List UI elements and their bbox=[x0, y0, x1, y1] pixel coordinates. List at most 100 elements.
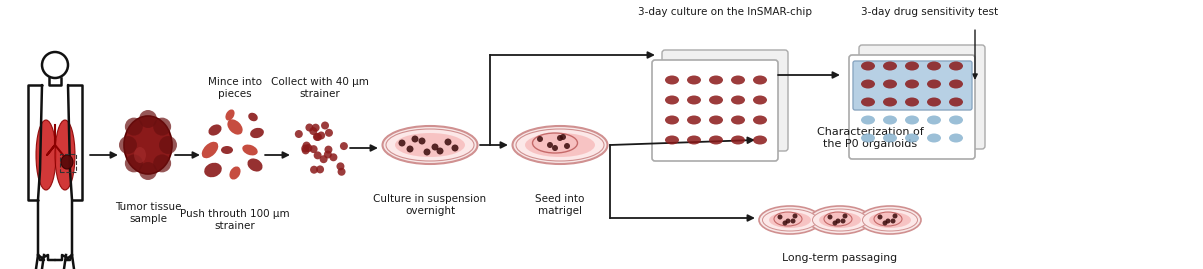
Ellipse shape bbox=[859, 206, 921, 234]
Ellipse shape bbox=[759, 206, 820, 234]
Text: 3-day drug sensitivity test: 3-day drug sensitivity test bbox=[861, 7, 998, 17]
Ellipse shape bbox=[525, 133, 595, 157]
Circle shape bbox=[423, 148, 431, 155]
Circle shape bbox=[432, 143, 439, 150]
FancyBboxPatch shape bbox=[652, 60, 778, 161]
Ellipse shape bbox=[861, 115, 875, 125]
Circle shape bbox=[310, 166, 318, 174]
Circle shape bbox=[119, 136, 137, 154]
Ellipse shape bbox=[861, 62, 875, 70]
Circle shape bbox=[537, 136, 543, 142]
Text: Seed into
matrigel: Seed into matrigel bbox=[535, 194, 585, 216]
Circle shape bbox=[885, 218, 890, 224]
Circle shape bbox=[437, 147, 444, 154]
Circle shape bbox=[411, 136, 419, 143]
Circle shape bbox=[561, 134, 565, 140]
Ellipse shape bbox=[225, 109, 235, 121]
Ellipse shape bbox=[949, 62, 962, 70]
Ellipse shape bbox=[709, 95, 723, 104]
Text: 3-day culture on the InSMAR-chip: 3-day culture on the InSMAR-chip bbox=[638, 7, 812, 17]
Ellipse shape bbox=[774, 212, 802, 226]
Circle shape bbox=[552, 145, 558, 151]
Ellipse shape bbox=[861, 80, 875, 89]
Circle shape bbox=[153, 118, 171, 136]
Text: Culture in suspension
overnight: Culture in suspension overnight bbox=[373, 194, 486, 216]
Ellipse shape bbox=[533, 133, 577, 153]
Circle shape bbox=[547, 142, 553, 148]
Ellipse shape bbox=[883, 115, 897, 125]
Ellipse shape bbox=[731, 95, 745, 104]
Text: Collect with 40 μm
strainer: Collect with 40 μm strainer bbox=[271, 77, 369, 99]
Ellipse shape bbox=[949, 80, 962, 89]
Ellipse shape bbox=[861, 97, 875, 107]
FancyBboxPatch shape bbox=[662, 50, 788, 151]
Circle shape bbox=[782, 221, 788, 225]
Text: Tumor tissue
sample: Tumor tissue sample bbox=[114, 202, 182, 224]
Ellipse shape bbox=[949, 133, 962, 143]
Ellipse shape bbox=[861, 133, 875, 143]
Ellipse shape bbox=[227, 119, 243, 135]
Circle shape bbox=[877, 214, 883, 220]
Circle shape bbox=[324, 150, 332, 158]
Text: Mince into
pieces: Mince into pieces bbox=[208, 77, 262, 99]
Circle shape bbox=[444, 139, 451, 146]
Ellipse shape bbox=[753, 76, 768, 84]
Circle shape bbox=[786, 218, 790, 224]
Ellipse shape bbox=[248, 113, 257, 121]
Ellipse shape bbox=[665, 76, 678, 84]
Circle shape bbox=[337, 162, 344, 170]
Ellipse shape bbox=[665, 95, 678, 104]
Ellipse shape bbox=[819, 212, 861, 228]
Circle shape bbox=[309, 127, 318, 135]
Circle shape bbox=[419, 137, 426, 144]
Circle shape bbox=[340, 142, 348, 150]
Ellipse shape bbox=[61, 155, 73, 169]
Circle shape bbox=[893, 214, 897, 218]
Ellipse shape bbox=[205, 163, 221, 177]
Circle shape bbox=[836, 218, 841, 224]
Text: Long-term passaging: Long-term passaging bbox=[782, 253, 897, 263]
Circle shape bbox=[407, 146, 414, 153]
Ellipse shape bbox=[753, 136, 768, 144]
Circle shape bbox=[321, 122, 330, 129]
Circle shape bbox=[890, 218, 895, 224]
Ellipse shape bbox=[753, 95, 768, 104]
Circle shape bbox=[557, 135, 563, 141]
Ellipse shape bbox=[883, 62, 897, 70]
Ellipse shape bbox=[55, 120, 75, 190]
Ellipse shape bbox=[250, 128, 263, 138]
Ellipse shape bbox=[687, 95, 701, 104]
Circle shape bbox=[314, 151, 321, 159]
Ellipse shape bbox=[928, 115, 941, 125]
Ellipse shape bbox=[905, 62, 919, 70]
Ellipse shape bbox=[709, 76, 723, 84]
Circle shape bbox=[316, 165, 324, 174]
Ellipse shape bbox=[687, 76, 701, 84]
Circle shape bbox=[140, 162, 158, 180]
Circle shape bbox=[295, 130, 303, 138]
Circle shape bbox=[832, 221, 837, 225]
Circle shape bbox=[793, 214, 798, 218]
Ellipse shape bbox=[875, 212, 902, 226]
Circle shape bbox=[828, 214, 832, 220]
Ellipse shape bbox=[687, 136, 701, 144]
Circle shape bbox=[325, 129, 333, 137]
Circle shape bbox=[841, 218, 846, 224]
Circle shape bbox=[159, 136, 177, 154]
FancyBboxPatch shape bbox=[853, 61, 972, 110]
Ellipse shape bbox=[731, 76, 745, 84]
Circle shape bbox=[309, 145, 318, 153]
Ellipse shape bbox=[665, 115, 678, 125]
Circle shape bbox=[312, 124, 320, 132]
Ellipse shape bbox=[769, 212, 811, 228]
Circle shape bbox=[153, 154, 171, 172]
Ellipse shape bbox=[202, 142, 218, 158]
Ellipse shape bbox=[221, 146, 233, 154]
Circle shape bbox=[330, 153, 337, 161]
Circle shape bbox=[306, 123, 314, 132]
Circle shape bbox=[320, 155, 327, 163]
Ellipse shape bbox=[928, 80, 941, 89]
Circle shape bbox=[318, 132, 325, 140]
Ellipse shape bbox=[242, 144, 257, 155]
Ellipse shape bbox=[709, 115, 723, 125]
